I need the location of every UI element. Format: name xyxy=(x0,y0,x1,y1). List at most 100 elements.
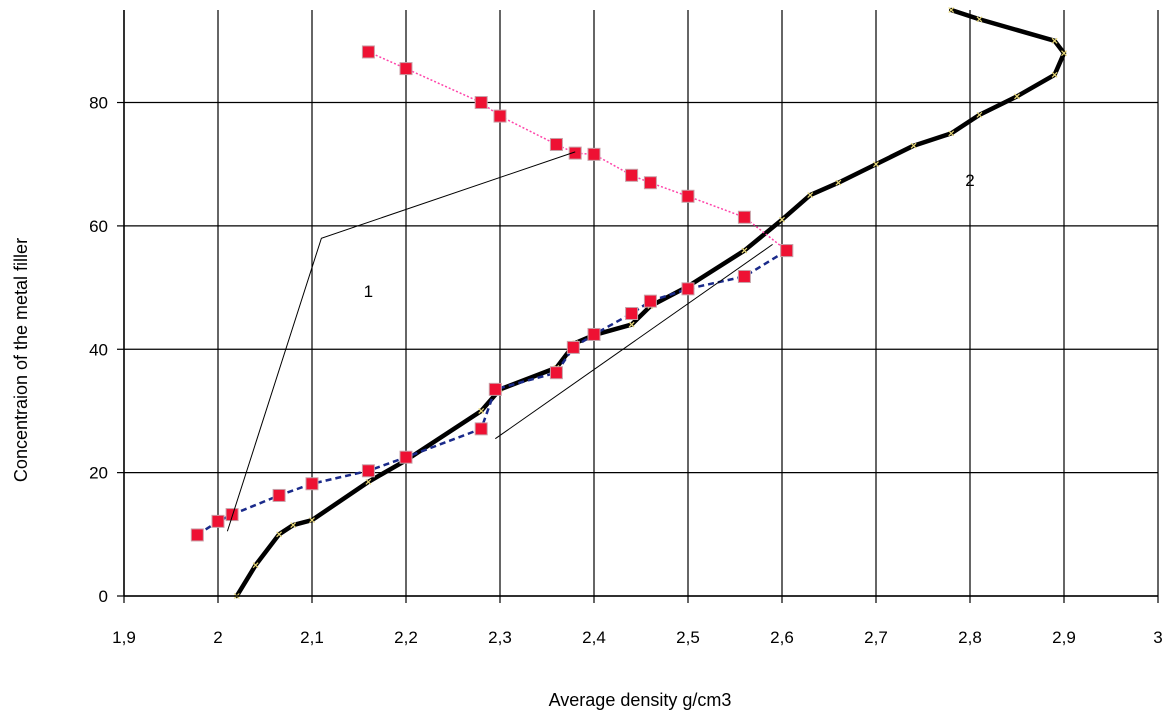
series-point-dashed xyxy=(625,306,639,320)
series-point-dashed xyxy=(361,464,375,478)
series-point-black-curve xyxy=(807,192,814,198)
series-point-black-curve xyxy=(873,161,879,168)
x-tick-label: 2,1 xyxy=(300,628,324,647)
series-point-black-curve xyxy=(1061,50,1067,57)
series-point-dashed xyxy=(305,477,319,491)
series-point-pink xyxy=(399,62,413,76)
point-marker-x xyxy=(1014,93,1020,100)
point-marker-x xyxy=(365,478,372,485)
x-tick-label: 2 xyxy=(213,628,222,647)
point-marker-x xyxy=(741,247,748,254)
annotation-leader-lines xyxy=(226,151,773,532)
y-tick-label: 40 xyxy=(89,340,108,359)
annotations: 12 xyxy=(364,171,975,301)
series-point-black-curve xyxy=(976,111,983,118)
series-point-pink xyxy=(568,146,582,160)
point-marker-x xyxy=(276,531,283,538)
point-marker-x xyxy=(873,161,879,168)
x-tick-label: 2,9 xyxy=(1052,628,1076,647)
series-point-black-curve xyxy=(276,531,283,538)
point-marker-x xyxy=(1051,37,1058,44)
point-marker-x xyxy=(910,142,917,149)
series-point-dashed xyxy=(225,508,239,522)
series-point-pink xyxy=(625,168,639,182)
series-point-dashed xyxy=(474,422,488,436)
series-point-pink xyxy=(643,176,657,190)
series-point-pink xyxy=(549,137,563,151)
point-marker-x xyxy=(976,16,983,23)
y-tick-label: 60 xyxy=(89,217,108,236)
series-point-pink xyxy=(493,109,507,123)
series-line-dashed xyxy=(196,249,788,536)
grid-lines xyxy=(123,10,1159,597)
series-point-dashed xyxy=(681,282,695,296)
point-marker-x xyxy=(976,111,983,118)
axes xyxy=(117,10,1159,603)
series-point-pink xyxy=(681,189,695,203)
y-tick-label: 80 xyxy=(89,94,108,113)
point-marker-x xyxy=(779,216,785,223)
series-point-black-curve xyxy=(1051,71,1058,78)
point-marker-x xyxy=(1061,50,1067,57)
x-tick-label: 2,8 xyxy=(958,628,982,647)
series-point-black-curve xyxy=(1051,37,1058,44)
series-point-pink xyxy=(737,210,751,224)
x-tick-label: 1,9 xyxy=(112,628,136,647)
series-point-dashed xyxy=(566,340,580,354)
point-marker-x xyxy=(290,522,297,528)
x-tick-label: 3 xyxy=(1153,628,1162,647)
x-tick-label: 2,5 xyxy=(676,628,700,647)
point-marker-x xyxy=(252,562,259,569)
series-point-dashed xyxy=(488,382,502,396)
x-tick-label: 2,2 xyxy=(394,628,418,647)
x-axis-title: Average density g/cm3 xyxy=(549,690,732,710)
series-point-black-curve xyxy=(309,517,315,524)
tick-labels: 1,9 2 2,1 2,2 2,3 2,4 2,5 2,6 2,7 2,8 2,9 3 0 20 40 60 8… xyxy=(89,94,1163,647)
series-line-pink xyxy=(368,51,788,252)
series-point-dashed xyxy=(211,514,225,528)
point-marker-x xyxy=(948,7,955,13)
point-marker-x xyxy=(478,408,485,414)
series-point-pink xyxy=(361,45,375,59)
x-tick-label: 2,4 xyxy=(582,628,606,647)
y-tick-label: 20 xyxy=(89,464,108,483)
series-point-black-curve xyxy=(948,130,955,137)
series-point-black-curve xyxy=(478,408,485,414)
x-tick-label: 2,7 xyxy=(864,628,888,647)
series-point-pink xyxy=(780,244,794,258)
x-tick-label: 2,3 xyxy=(488,628,512,647)
annotation-leader-line xyxy=(495,243,773,440)
y-tick-label: 0 xyxy=(99,587,108,606)
x-tick-label: 2,6 xyxy=(770,628,794,647)
series-point-black-curve xyxy=(365,478,372,485)
series-point-black-curve xyxy=(779,216,785,223)
series-point-black-curve xyxy=(976,16,983,23)
point-marker-x xyxy=(628,321,635,328)
annotation-leader-line xyxy=(226,151,576,532)
series-point-dashed xyxy=(399,450,413,464)
series-point-black-curve xyxy=(628,321,635,328)
point-marker-x xyxy=(948,130,955,137)
series-point-black-curve xyxy=(741,247,748,254)
point-marker-x xyxy=(807,192,814,198)
series-point-black-curve xyxy=(948,7,955,13)
point-marker-x xyxy=(1051,71,1058,78)
annotation-label: 2 xyxy=(965,171,974,190)
series-point-pink xyxy=(587,147,601,161)
series-point-pink xyxy=(474,96,488,110)
series-point-black-curve xyxy=(910,142,917,149)
series-layer xyxy=(190,7,1067,599)
series-point-black-curve xyxy=(1014,93,1020,100)
point-marker-x xyxy=(309,517,315,524)
point-marker-x xyxy=(835,179,842,186)
series-point-dashed xyxy=(190,528,204,542)
series-point-black-curve xyxy=(835,179,842,186)
y-axis-title: Concentraion of the metal filler xyxy=(11,238,31,482)
series-point-dashed xyxy=(587,327,601,341)
annotation-label: 1 xyxy=(364,282,373,301)
series-point-black-curve xyxy=(252,562,259,569)
series-point-dashed xyxy=(737,269,751,283)
series-point-dashed xyxy=(643,294,657,308)
series-point-dashed xyxy=(272,488,286,502)
